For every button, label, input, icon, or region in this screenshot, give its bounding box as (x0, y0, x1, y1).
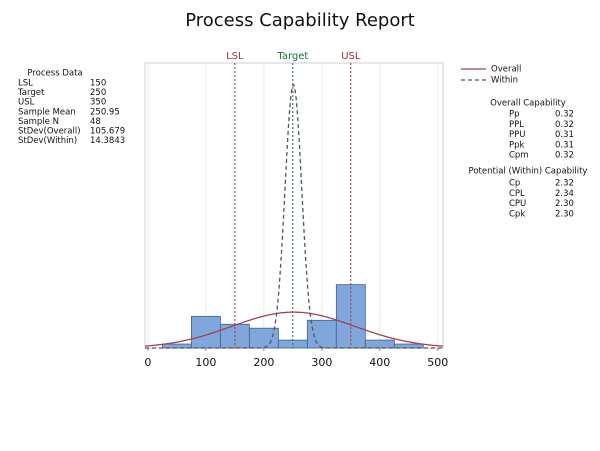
x-tick-label: 500 (427, 356, 448, 369)
row-value: 14.3843 (90, 136, 125, 146)
row-value: 2.30 (555, 199, 574, 209)
bar (248, 327, 279, 349)
spec-label: USL (341, 51, 361, 62)
spec-label: LSL (226, 51, 244, 62)
row-label: Cpk (509, 209, 525, 219)
row-value: 350 (90, 98, 106, 108)
row-label: Sample N (18, 117, 59, 127)
row-value: 2.34 (555, 189, 574, 199)
bar (364, 339, 395, 349)
row-label: CPU (509, 199, 526, 209)
row-value: 0.32 (555, 110, 574, 120)
row-label: PPU (509, 130, 525, 140)
x-tick-label: 0 (144, 356, 151, 369)
x-tick-label: 400 (369, 356, 390, 369)
row-label: Cp (509, 179, 520, 189)
x-tick-label: 100 (195, 356, 216, 369)
panel-title: Overall Capability (490, 99, 566, 109)
row-value: 250 (90, 88, 106, 98)
row-label: CPL (509, 189, 525, 199)
row-label: PPL (509, 120, 524, 130)
fit-curve (145, 83, 443, 349)
row-label: Cpm (509, 151, 529, 161)
row-label: Sample Mean (18, 107, 76, 117)
row-value: 250.95 (90, 107, 120, 117)
panel-title: Potential (Within) Capability (469, 167, 588, 177)
row-value: 0.31 (555, 140, 574, 150)
bar (306, 319, 337, 349)
chart-title: Process Capability Report (185, 10, 415, 31)
row-value: 150 (90, 79, 106, 89)
row-label: StDev(Within) (18, 136, 77, 146)
x-tick-label: 300 (311, 356, 332, 369)
row-value: 0.32 (555, 151, 574, 161)
row-label: StDev(Overall) (18, 127, 81, 137)
bar (393, 343, 424, 349)
row-label: Ppk (509, 140, 525, 150)
row-label: LSL (18, 79, 33, 89)
row-value: 105.679 (90, 127, 125, 137)
row-label: Pp (509, 110, 520, 120)
row-label: Target (17, 88, 45, 98)
legend-label: Overall (491, 65, 521, 75)
row-value: 0.32 (555, 120, 574, 130)
spec-label: Target (276, 51, 308, 62)
row-value: 48 (90, 117, 101, 127)
fit-curve (144, 311, 444, 347)
legend-label: Within (491, 76, 518, 86)
row-value: 2.30 (555, 209, 574, 219)
row-label: USL (18, 98, 35, 108)
x-tick-label: 200 (253, 356, 274, 369)
row-value: 2.32 (555, 179, 574, 189)
row-value: 0.31 (555, 130, 574, 140)
panel-title: Process Data (27, 69, 82, 79)
